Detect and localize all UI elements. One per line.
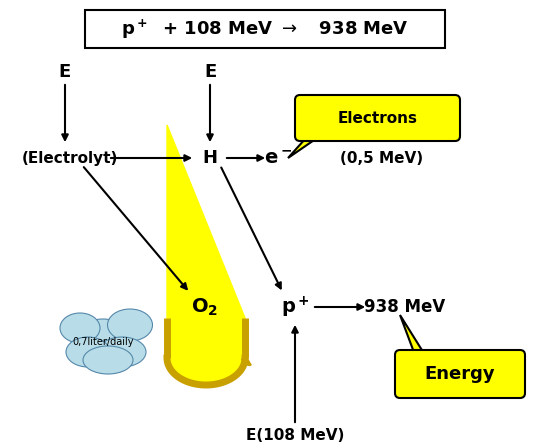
Ellipse shape [98, 337, 146, 367]
Ellipse shape [75, 319, 130, 357]
Text: $\mathbf{O_2}$: $\mathbf{O_2}$ [191, 296, 219, 318]
Text: E: E [204, 63, 216, 81]
Ellipse shape [83, 346, 133, 374]
Text: H: H [203, 149, 218, 167]
FancyBboxPatch shape [295, 95, 460, 141]
Text: $\mathbf{e^-}$: $\mathbf{e^-}$ [264, 148, 292, 167]
Ellipse shape [60, 313, 100, 343]
Text: (Electrolyt): (Electrolyt) [22, 151, 118, 166]
Ellipse shape [107, 309, 153, 341]
Text: Energy: Energy [425, 365, 495, 383]
Ellipse shape [66, 337, 110, 367]
Text: (0,5 MeV): (0,5 MeV) [340, 151, 423, 166]
Text: $\mathbf{p^+}$: $\mathbf{p^+}$ [281, 294, 309, 320]
Polygon shape [400, 315, 425, 355]
FancyBboxPatch shape [395, 350, 525, 398]
Polygon shape [167, 125, 245, 385]
Text: 0,7liter/daily: 0,7liter/daily [72, 337, 134, 347]
Text: $\mathbf{p^+}$  + 108 MeV $\rightarrow$   938 MeV: $\mathbf{p^+}$ + 108 MeV $\rightarrow$ 9… [121, 17, 409, 41]
Text: 938 MeV: 938 MeV [364, 298, 446, 316]
Text: E(108 MeV): E(108 MeV) [246, 428, 344, 443]
Polygon shape [288, 136, 320, 158]
Bar [85, 10, 445, 48]
Text: E: E [59, 63, 71, 81]
Text: Electrons: Electrons [337, 110, 418, 125]
